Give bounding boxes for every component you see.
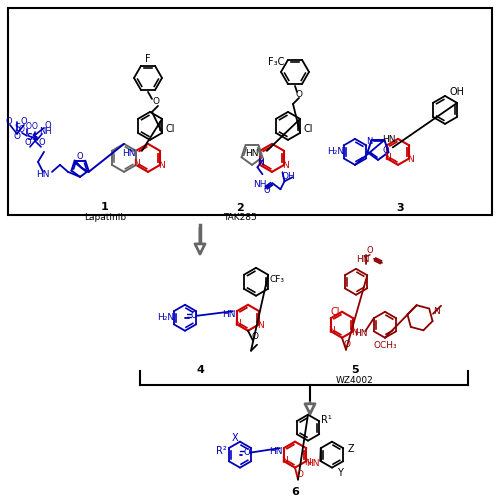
Text: S: S [26, 133, 32, 142]
Text: N: N [258, 159, 264, 168]
Text: O: O [20, 118, 28, 126]
Text: N: N [134, 159, 140, 168]
Text: O: O [366, 247, 374, 255]
Text: O: O [26, 123, 32, 131]
Text: Cl: Cl [165, 124, 175, 134]
Text: OH: OH [450, 87, 464, 97]
Text: N: N [257, 158, 264, 167]
Text: HN: HN [36, 170, 50, 179]
Text: R¹: R¹ [320, 415, 332, 425]
Text: N: N [304, 458, 310, 467]
Text: HN: HN [222, 310, 235, 319]
Text: N: N [384, 153, 391, 162]
Text: O: O [24, 138, 32, 147]
Text: O: O [32, 123, 38, 131]
Text: Lapatinib: Lapatinib [84, 213, 126, 222]
Text: N: N [407, 155, 414, 164]
Text: N: N [351, 328, 358, 337]
Text: HN: HN [269, 447, 282, 456]
Text: O: O [244, 448, 250, 457]
Text: O: O [296, 91, 302, 100]
Text: N: N [158, 161, 164, 170]
Text: OH: OH [282, 172, 296, 181]
Text: O: O [344, 340, 350, 349]
Text: Cl: Cl [303, 124, 313, 134]
Text: OCH₃: OCH₃ [373, 341, 397, 350]
Text: O: O [19, 125, 25, 134]
Text: N: N [234, 319, 241, 328]
Text: O: O [14, 132, 20, 141]
Text: CF₃: CF₃ [270, 275, 284, 284]
Text: HN: HN [354, 329, 368, 338]
Text: 6: 6 [291, 487, 299, 497]
Text: O: O [76, 152, 84, 161]
Text: N: N [366, 137, 372, 146]
Text: HN: HN [245, 149, 258, 158]
Text: Cl: Cl [330, 307, 340, 317]
Text: N: N [257, 321, 264, 330]
Text: TAK285: TAK285 [223, 213, 257, 222]
Text: N: N [282, 161, 288, 170]
Text: Y: Y [337, 468, 343, 478]
Text: O: O [152, 98, 160, 107]
Text: X: X [232, 433, 238, 443]
Text: NH: NH [252, 180, 266, 189]
Text: HN: HN [122, 149, 136, 158]
Text: Z: Z [348, 444, 354, 454]
Text: N: N [432, 307, 440, 316]
Text: NH: NH [40, 127, 52, 136]
Text: O: O [38, 138, 46, 147]
Text: S: S [14, 123, 20, 133]
Text: R²: R² [216, 446, 226, 456]
Text: 4: 4 [196, 365, 204, 374]
Text: HN: HN [382, 135, 396, 144]
Text: H₂N: H₂N [158, 313, 174, 322]
Text: 1: 1 [101, 202, 109, 212]
Text: WZ4002: WZ4002 [336, 376, 374, 385]
Text: 5: 5 [351, 365, 359, 374]
Text: O: O [263, 186, 270, 195]
FancyBboxPatch shape [8, 8, 492, 215]
Text: N: N [282, 456, 288, 465]
Text: 3: 3 [396, 203, 404, 213]
Text: O: O [190, 311, 198, 320]
Text: N: N [328, 326, 335, 335]
Text: O: O [382, 146, 389, 155]
Text: S: S [32, 133, 38, 142]
Text: F: F [145, 54, 151, 64]
Text: F₃C: F₃C [268, 57, 284, 67]
Text: O: O [252, 332, 258, 341]
Text: O: O [6, 118, 12, 126]
Text: O: O [44, 122, 52, 130]
Text: H₂N: H₂N [328, 147, 344, 156]
Text: O: O [296, 470, 304, 479]
Text: HN: HN [306, 459, 320, 468]
Text: HN: HN [356, 255, 370, 264]
Text: 2: 2 [236, 203, 244, 213]
